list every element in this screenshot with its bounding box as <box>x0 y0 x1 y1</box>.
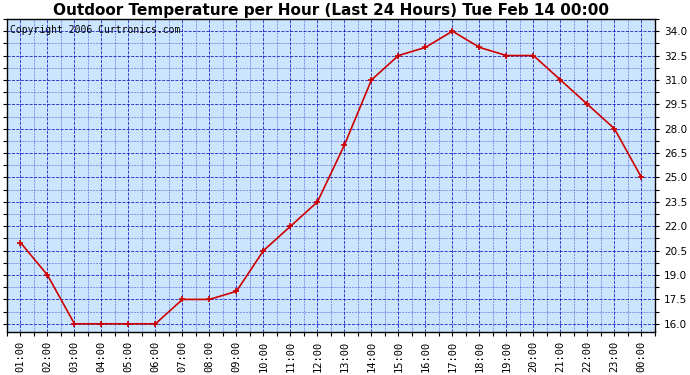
Text: Copyright 2006 Curtronics.com: Copyright 2006 Curtronics.com <box>10 25 181 35</box>
Title: Outdoor Temperature per Hour (Last 24 Hours) Tue Feb 14 00:00: Outdoor Temperature per Hour (Last 24 Ho… <box>53 3 609 18</box>
